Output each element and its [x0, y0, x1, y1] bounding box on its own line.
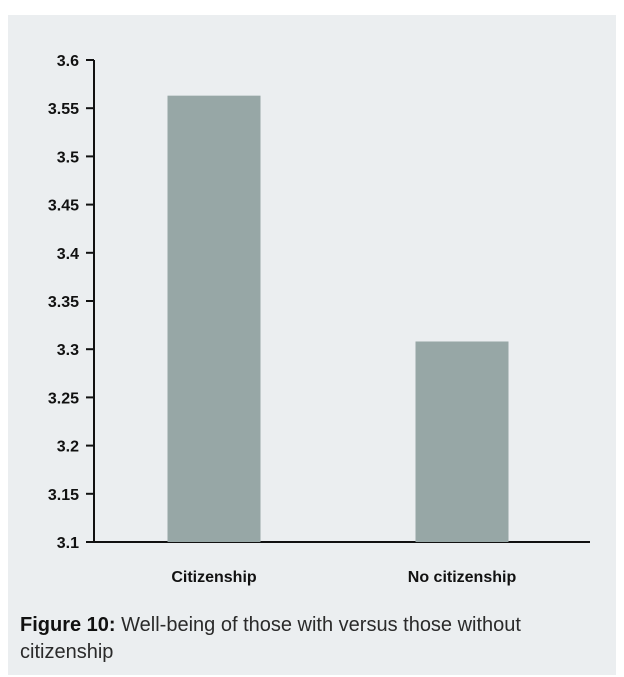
bar	[167, 95, 261, 542]
chart-panel	[8, 15, 616, 675]
category-labels: Citizenship No citizenship	[171, 569, 516, 586]
y-tick-label: 3.1	[57, 535, 79, 552]
y-tick-label: 3.2	[57, 439, 79, 456]
y-tick-label: 3.6	[57, 53, 79, 70]
y-tick-label: 3.3	[57, 342, 79, 359]
figure-separator: :	[108, 614, 116, 636]
y-axis: 3.1 3.15 3.2 3.25 3.3 3.35 3.4 3.45 3.5 3.55 3.6	[48, 53, 95, 552]
figure-number: Figure 10	[20, 614, 109, 636]
bars	[167, 95, 509, 542]
x-category-label: Citizenship	[171, 569, 257, 586]
y-tick-label: 3.35	[48, 294, 79, 311]
y-tick-label: 3.25	[48, 390, 79, 407]
figure-caption: Figure 10: Well-being of those with vers…	[20, 612, 580, 666]
y-tick-label: 3.5	[57, 149, 79, 166]
y-tick-label: 3.45	[48, 198, 79, 215]
bar-chart: 3.1 3.15 3.2 3.25 3.3 3.35 3.4 3.45 3.5 3.55 3.6 C…	[48, 53, 590, 586]
x-category-label: No citizenship	[408, 569, 517, 586]
y-tick-label: 3.4	[57, 246, 79, 263]
y-tick-label: 3.15	[48, 487, 79, 504]
bar	[415, 341, 509, 542]
y-tick-label: 3.55	[48, 101, 79, 118]
figure-caption-text: Well-being of those with versus those wi…	[20, 614, 521, 663]
